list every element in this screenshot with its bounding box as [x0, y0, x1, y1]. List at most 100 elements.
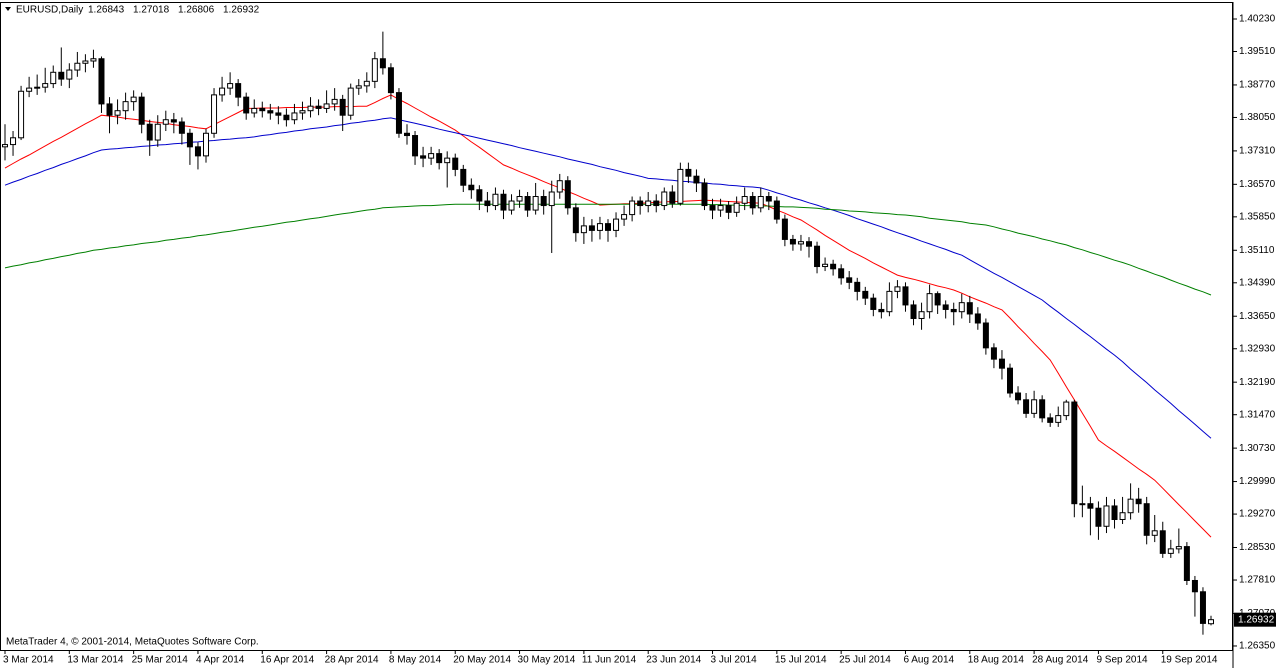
y-tick-label: 1.35110: [1239, 245, 1275, 256]
open-label: 1.26843: [88, 5, 125, 16]
candle-body: [789, 238, 796, 245]
candle-body: [170, 119, 177, 123]
candle-body: [1151, 530, 1158, 536]
candle-body: [556, 180, 563, 193]
candle-body: [958, 302, 965, 313]
candle-body: [186, 132, 193, 148]
candle-body: [1191, 579, 1198, 593]
candle-body: [387, 67, 394, 94]
candle-body: [1063, 401, 1070, 417]
candle-body: [1119, 512, 1126, 520]
candle-body: [10, 137, 17, 146]
candle-body: [194, 146, 201, 157]
candle-body: [1079, 503, 1086, 506]
menu-arrow[interactable]: [5, 7, 11, 11]
x-tick-label: 9 Sep 2014: [1096, 655, 1148, 666]
candle-body: [1183, 546, 1190, 581]
x-tick-label: 25 Mar 2014: [132, 655, 189, 666]
x-tick-label: 16 Apr 2014: [260, 655, 314, 666]
symbol-label: EURUSD,Daily: [16, 5, 83, 16]
candle-body: [395, 92, 402, 134]
candle-body: [476, 189, 483, 202]
candle-body: [82, 60, 89, 64]
candle-body: [564, 180, 571, 209]
candle-body: [894, 286, 901, 292]
y-tick-label: 1.38050: [1239, 112, 1276, 123]
x-tick-label: 18 Aug 2014: [968, 655, 1025, 666]
candle-body: [259, 107, 266, 112]
y-tick-label: 1.36570: [1239, 179, 1276, 190]
candle-body: [74, 62, 81, 71]
price-marker: [1234, 612, 1276, 627]
candle-body: [1007, 367, 1013, 394]
candle-body: [966, 302, 973, 315]
candle-body: [613, 218, 620, 231]
candle-body: [862, 290, 869, 299]
candle-body: [990, 347, 997, 360]
candle-body: [749, 196, 756, 209]
candle-body: [580, 225, 587, 234]
candle-body: [138, 96, 145, 125]
candle-body: [902, 286, 909, 306]
candle-body: [974, 313, 981, 324]
candle-body: [757, 196, 764, 209]
candle-body: [162, 119, 169, 125]
candle-body: [653, 200, 660, 207]
candle-body: [524, 196, 531, 211]
candle-body: [227, 83, 234, 89]
candle-body: [122, 101, 129, 112]
candle-body: [315, 105, 322, 109]
y-tick-label: 1.34390: [1239, 277, 1276, 288]
candle-body: [701, 182, 708, 207]
price-marker-label: 1.26932: [1238, 614, 1275, 625]
candle-body: [235, 83, 242, 98]
candle-body: [516, 196, 523, 202]
high-label: 1.27018: [133, 5, 170, 16]
candle-body: [203, 132, 209, 157]
candle-body: [950, 308, 957, 313]
candle-body: [331, 98, 338, 105]
candle-body: [98, 58, 105, 105]
candle-body: [725, 205, 732, 213]
x-tick-label: 28 Apr 2014: [325, 655, 379, 666]
candle-body: [1039, 399, 1046, 419]
x-tick-label: 11 Jun 2014: [582, 655, 637, 666]
candle-body: [50, 71, 57, 85]
candle-body: [661, 191, 668, 207]
candle-body: [114, 110, 121, 116]
candle-body: [371, 58, 378, 82]
candle-body: [588, 225, 595, 231]
candle-body: [878, 308, 885, 313]
candle-body: [18, 90, 25, 139]
candle-body: [251, 107, 258, 114]
candle-body: [854, 281, 861, 292]
candle-body: [412, 135, 419, 157]
x-tick-label: 25 Jul 2014: [839, 655, 891, 666]
candle-body: [178, 121, 185, 134]
candle-body: [42, 83, 49, 88]
x-tick-label: 20 May 2014: [453, 655, 511, 666]
candle-body: [532, 196, 539, 211]
candle-body: [918, 311, 925, 319]
candle-body: [830, 263, 837, 270]
candle-body: [1208, 619, 1214, 625]
candle-body: [1047, 417, 1054, 423]
candle-body: [1127, 498, 1134, 514]
candle-body: [379, 58, 386, 69]
candle-body: [1167, 548, 1174, 554]
candle-body: [1143, 503, 1150, 536]
candle-body: [637, 200, 644, 207]
candle-body: [404, 132, 410, 137]
x-tick-label: 6 Aug 2014: [903, 655, 954, 666]
y-tick-label: 1.27810: [1239, 575, 1276, 586]
candle-body: [444, 157, 451, 164]
close-label: 1.26932: [223, 5, 260, 16]
x-tick-label: 8 May 2014: [389, 655, 442, 666]
y-tick-label: 1.39510: [1239, 46, 1276, 57]
candle-body: [998, 358, 1005, 369]
candle-body: [797, 241, 804, 245]
candle-body: [693, 175, 700, 184]
y-tick-label: 1.29270: [1239, 509, 1276, 520]
